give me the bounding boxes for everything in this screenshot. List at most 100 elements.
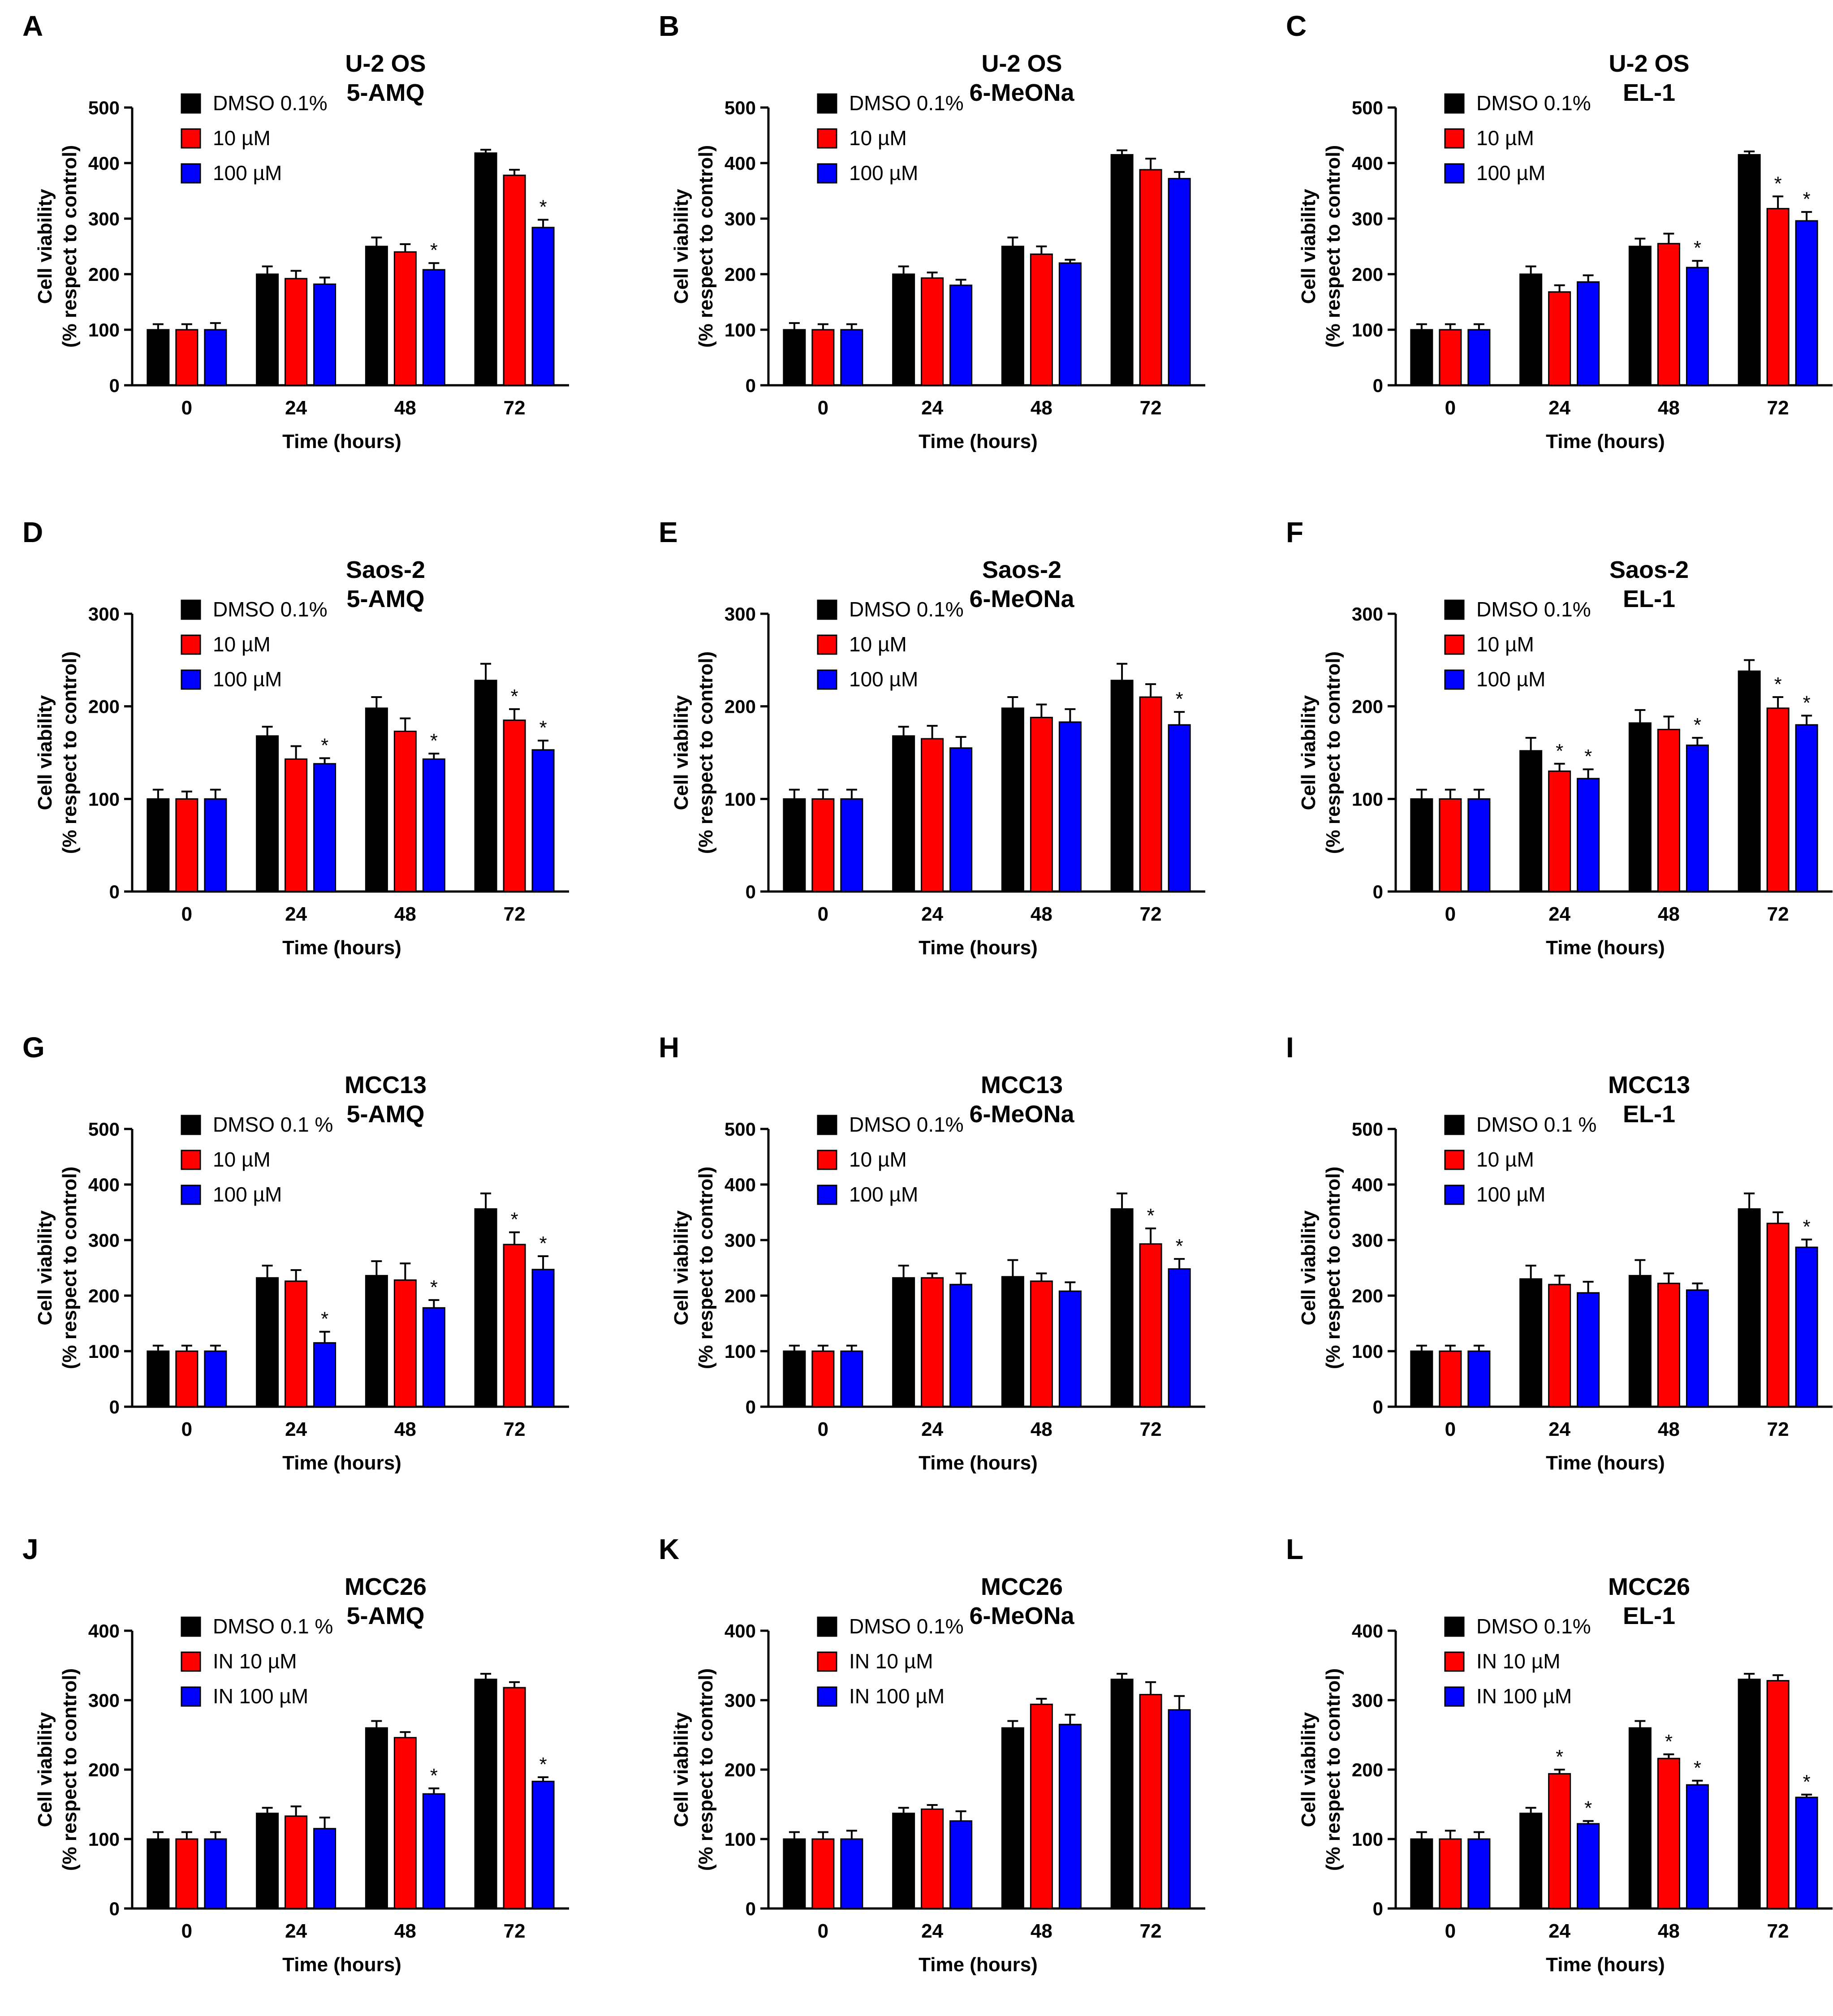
legend-swatch	[817, 128, 837, 149]
bar-i-48h-s0	[1628, 1275, 1652, 1408]
bar-a-72h-s0	[474, 152, 497, 386]
bar-h-72h-s0	[1110, 1208, 1134, 1408]
y-tick-label: 200	[725, 264, 756, 285]
significance-star: *	[1556, 740, 1563, 762]
significance-star: *	[1176, 1235, 1183, 1257]
x-tick-label: 0	[818, 1920, 828, 1942]
bar-j-24h-s2	[313, 1828, 336, 1909]
chart-title-line2: 6-MeONa	[969, 586, 1074, 612]
chart-title-line2: 5-AMQ	[347, 586, 425, 612]
bar-b-72h-s2	[1168, 178, 1191, 386]
legend-swatch	[1444, 1651, 1465, 1672]
chart-title-line2: 6-MeONa	[969, 1602, 1074, 1629]
y-tick-label: 300	[725, 208, 756, 229]
significance-star: *	[1774, 172, 1782, 194]
x-tick-label: 0	[181, 1920, 192, 1942]
legend-swatch	[1444, 93, 1465, 114]
legend-swatch	[181, 1115, 201, 1135]
panel-label: L	[1286, 1533, 1303, 1565]
bar-chart: H MCC13 6-MeONa 0 100 200 300 400 500 Cell viabil…	[659, 1031, 1205, 1474]
legend-label: IN 100 µM	[1476, 1684, 1572, 1708]
x-tick-label: 72	[1140, 903, 1162, 925]
legend-swatch	[817, 1686, 837, 1707]
bar-b-48h-s2	[1058, 262, 1082, 386]
y-axis-label-line1: Cell viability	[1298, 695, 1320, 810]
y-tick-label: 100	[1352, 1829, 1383, 1850]
y-tick-label: 300	[725, 1690, 756, 1711]
legend-label: IN 100 µM	[849, 1684, 945, 1708]
x-tick-label: 24	[1548, 1418, 1570, 1440]
significance-star: *	[430, 1765, 438, 1787]
bar-k-24h-s2	[949, 1820, 973, 1909]
bar-c-24h-s0	[1519, 273, 1543, 386]
bar-chart: F Saos-2 EL-1 0 100 200 300 Cell viability (% re…	[1286, 516, 1833, 959]
x-tick-label: 24	[285, 1920, 307, 1942]
chart-title-line1: U-2 OS	[345, 50, 426, 77]
panel-label: J	[22, 1533, 39, 1565]
significance-star: *	[1803, 1771, 1811, 1793]
bar-l-72h-s0	[1738, 1679, 1761, 1909]
bar-k-48h-s2	[1058, 1723, 1082, 1909]
x-tick-label: 48	[394, 1418, 416, 1440]
bar-d-72h-s0	[474, 680, 497, 892]
bar-h-48h-s1	[1030, 1280, 1053, 1408]
y-axis-label-line2: (% respect to control)	[59, 145, 81, 348]
bar-k-24h-s0	[892, 1813, 915, 1909]
panel-i: I MCC13 EL-1 0 100 200 300 400 500 Cell viability…	[1281, 1030, 1833, 1514]
legend-swatch	[817, 1185, 837, 1205]
bar-c-72h-s1	[1766, 208, 1790, 386]
panel-label: B	[659, 10, 679, 42]
bar-f-0h-s2	[1467, 798, 1491, 892]
panel-label: E	[659, 516, 678, 548]
legend-swatch	[181, 128, 201, 149]
x-axis-label: Time (hours)	[919, 937, 1038, 959]
y-tick-label: 500	[725, 1119, 756, 1140]
bar-d-0h-s2	[204, 798, 227, 892]
x-tick-label: 0	[818, 397, 828, 419]
bar-k-24h-s1	[921, 1808, 944, 1909]
significance-star: *	[539, 1753, 547, 1775]
bar-c-48h-s1	[1657, 243, 1680, 386]
x-tick-label: 48	[1031, 1920, 1052, 1942]
y-tick-label: 200	[725, 1759, 756, 1780]
legend-label: 100 µM	[849, 1183, 918, 1206]
bar-i-48h-s1	[1657, 1283, 1680, 1408]
bar-e-24h-s0	[892, 735, 915, 892]
y-axis-label-line2: (% respect to control)	[1322, 651, 1344, 854]
bar-c-48h-s2	[1686, 267, 1709, 386]
y-tick-label: 100	[725, 1829, 756, 1850]
y-tick-label: 0	[746, 375, 756, 396]
significance-star: *	[511, 685, 518, 707]
legend-label: DMSO 0.1%	[849, 1615, 964, 1638]
y-tick-label: 500	[1352, 97, 1383, 118]
bar-c-24h-s2	[1577, 281, 1600, 386]
y-axis-label-line2: (% respect to control)	[695, 145, 717, 348]
bar-k-72h-s2	[1168, 1709, 1191, 1909]
bar-l-0h-s1	[1439, 1838, 1462, 1909]
significance-star: *	[539, 196, 547, 218]
bar-d-0h-s0	[147, 798, 170, 892]
legend-label: 10 µM	[849, 1148, 907, 1171]
bar-c-72h-s0	[1738, 154, 1761, 386]
bar-j-24h-s1	[285, 1815, 308, 1909]
y-tick-label: 400	[1352, 1620, 1383, 1641]
bar-g-48h-s0	[365, 1275, 388, 1408]
y-axis-label-line1: Cell viability	[670, 695, 692, 810]
bar-e-0h-s2	[840, 798, 863, 892]
legend-swatch	[181, 1185, 201, 1205]
bar-l-24h-s0	[1519, 1813, 1543, 1909]
bar-j-24h-s0	[256, 1813, 279, 1909]
bar-g-0h-s0	[147, 1350, 170, 1408]
x-tick-label: 0	[1445, 903, 1456, 925]
bar-f-72h-s1	[1766, 707, 1790, 892]
y-axis-label-line1: Cell viability	[34, 1210, 56, 1325]
bar-a-72h-s2	[531, 227, 555, 386]
x-axis-label: Time (hours)	[282, 431, 401, 452]
chart-title-line1: Saos-2	[1609, 556, 1689, 583]
bar-i-72h-s1	[1766, 1223, 1790, 1408]
y-tick-label: 100	[725, 319, 756, 340]
bar-c-48h-s0	[1628, 246, 1652, 386]
bar-f-0h-s1	[1439, 798, 1462, 892]
